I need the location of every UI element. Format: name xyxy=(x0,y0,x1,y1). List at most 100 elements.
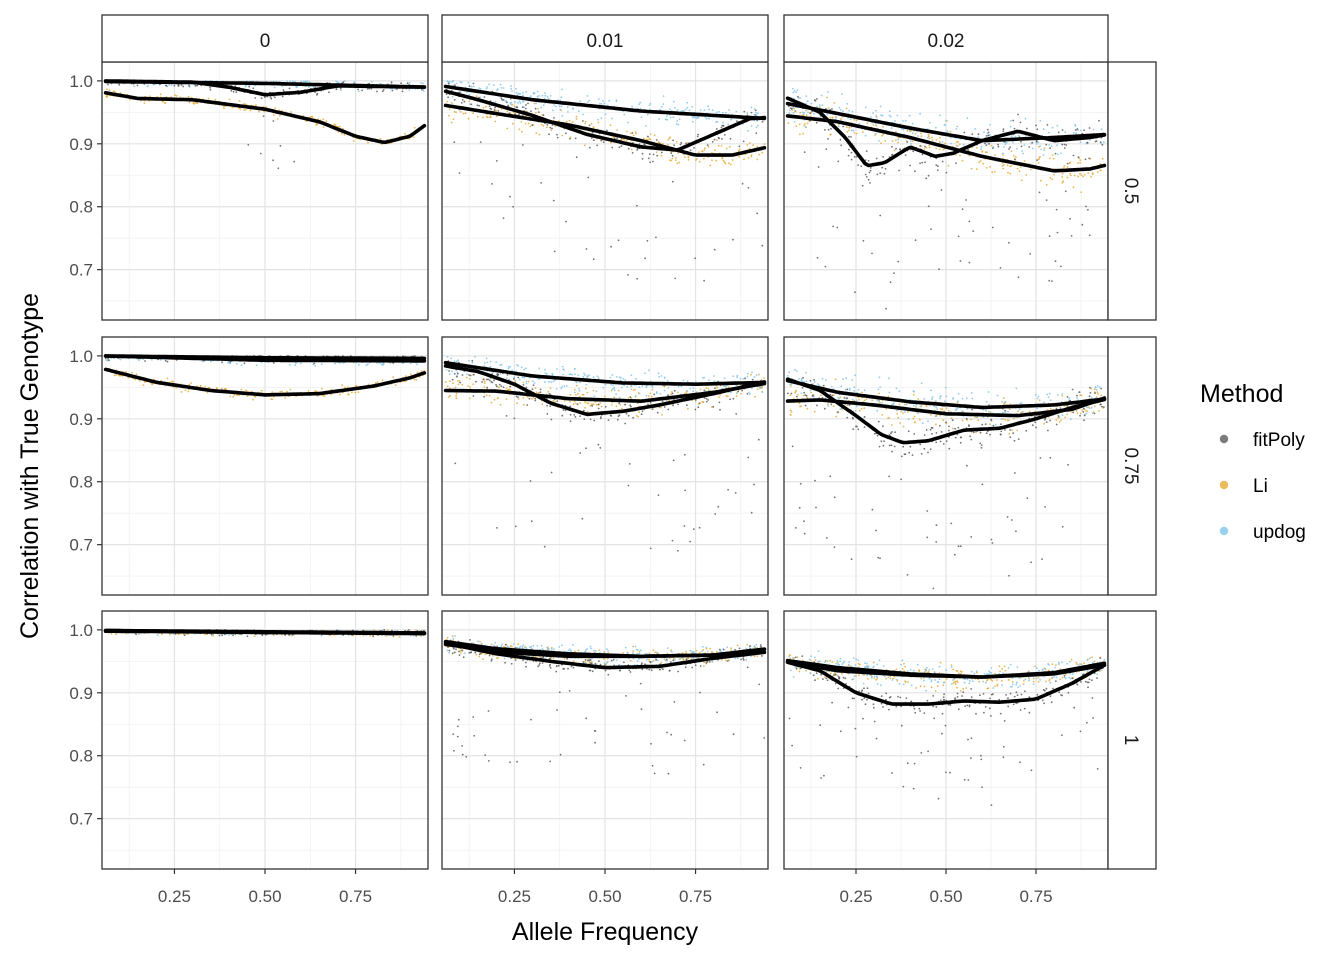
data-point xyxy=(638,103,640,106)
data-point xyxy=(1053,173,1055,176)
data-point xyxy=(491,183,493,185)
data-point xyxy=(1036,128,1039,131)
data-point xyxy=(756,388,759,391)
data-point xyxy=(500,108,503,110)
data-point xyxy=(468,85,471,87)
data-point xyxy=(420,370,423,372)
data-point xyxy=(328,91,330,94)
data-point xyxy=(645,394,648,397)
data-point xyxy=(454,84,456,87)
data-point xyxy=(739,377,742,380)
data-point xyxy=(1012,432,1015,435)
data-point xyxy=(686,106,689,109)
data-point xyxy=(348,393,350,396)
data-point xyxy=(824,265,827,268)
data-point xyxy=(678,161,681,164)
data-point xyxy=(119,92,122,94)
data-point xyxy=(1062,180,1065,183)
data-point xyxy=(947,409,950,412)
data-point xyxy=(459,381,462,384)
data-point xyxy=(857,389,860,391)
data-point xyxy=(888,416,890,419)
data-point xyxy=(455,395,457,397)
data-point xyxy=(1002,130,1005,133)
data-point xyxy=(661,413,663,416)
data-point xyxy=(729,137,732,140)
data-point xyxy=(928,144,931,147)
data-point xyxy=(604,113,607,116)
data-point xyxy=(379,362,382,365)
data-point xyxy=(221,361,223,364)
data-point xyxy=(1054,152,1057,155)
data-point xyxy=(549,387,552,389)
data-point xyxy=(571,121,574,123)
data-point xyxy=(738,155,741,158)
data-point xyxy=(420,82,423,84)
data-point xyxy=(829,475,832,478)
data-point xyxy=(1017,276,1020,279)
data-point xyxy=(390,81,393,84)
data-point xyxy=(985,400,988,403)
data-point xyxy=(571,107,574,110)
data-point xyxy=(926,536,929,539)
data-point xyxy=(750,373,752,376)
data-point xyxy=(497,110,500,112)
data-point xyxy=(977,136,980,139)
data-point xyxy=(677,152,679,154)
data-point xyxy=(667,143,669,146)
data-point xyxy=(738,145,741,148)
data-point xyxy=(921,161,924,164)
data-point xyxy=(1025,429,1028,432)
data-point xyxy=(1079,159,1082,162)
data-point xyxy=(970,438,973,441)
data-point xyxy=(709,164,712,167)
data-point xyxy=(561,414,564,417)
data-point xyxy=(531,388,534,390)
data-point xyxy=(534,397,537,400)
data-point xyxy=(547,97,550,100)
data-point xyxy=(450,121,453,124)
data-point xyxy=(985,167,988,169)
data-point xyxy=(992,424,995,427)
data-point xyxy=(1057,131,1060,134)
data-point xyxy=(961,397,964,400)
data-point xyxy=(866,122,869,125)
data-point xyxy=(542,104,545,107)
data-point xyxy=(582,113,585,116)
data-point xyxy=(1048,144,1050,146)
data-point xyxy=(908,114,911,117)
data-point xyxy=(1073,174,1076,177)
data-point xyxy=(853,156,856,158)
data-point xyxy=(929,413,932,416)
data-point xyxy=(539,391,542,393)
data-point xyxy=(263,110,265,113)
data-point xyxy=(685,108,687,111)
data-point xyxy=(569,393,572,396)
data-point xyxy=(520,366,523,369)
data-point xyxy=(514,106,517,108)
data-point xyxy=(649,547,652,550)
data-point xyxy=(971,408,973,411)
data-point xyxy=(921,422,924,425)
data-point xyxy=(1099,163,1102,165)
data-point xyxy=(989,123,991,126)
data-point xyxy=(1080,129,1082,132)
data-point xyxy=(994,423,997,426)
data-point xyxy=(1002,128,1005,131)
data-point xyxy=(618,376,621,379)
data-point xyxy=(338,125,341,128)
data-point xyxy=(242,103,245,105)
data-point xyxy=(1079,141,1082,144)
data-point xyxy=(613,389,616,392)
data-point xyxy=(800,379,803,382)
data-point xyxy=(627,274,629,276)
data-point xyxy=(805,371,807,374)
data-point xyxy=(711,159,713,162)
data-point xyxy=(1016,147,1018,150)
data-point xyxy=(373,629,375,631)
data-point xyxy=(486,361,489,364)
data-point xyxy=(1000,418,1003,420)
data-point xyxy=(914,239,917,242)
data-point xyxy=(857,164,859,167)
data-point xyxy=(610,141,612,144)
